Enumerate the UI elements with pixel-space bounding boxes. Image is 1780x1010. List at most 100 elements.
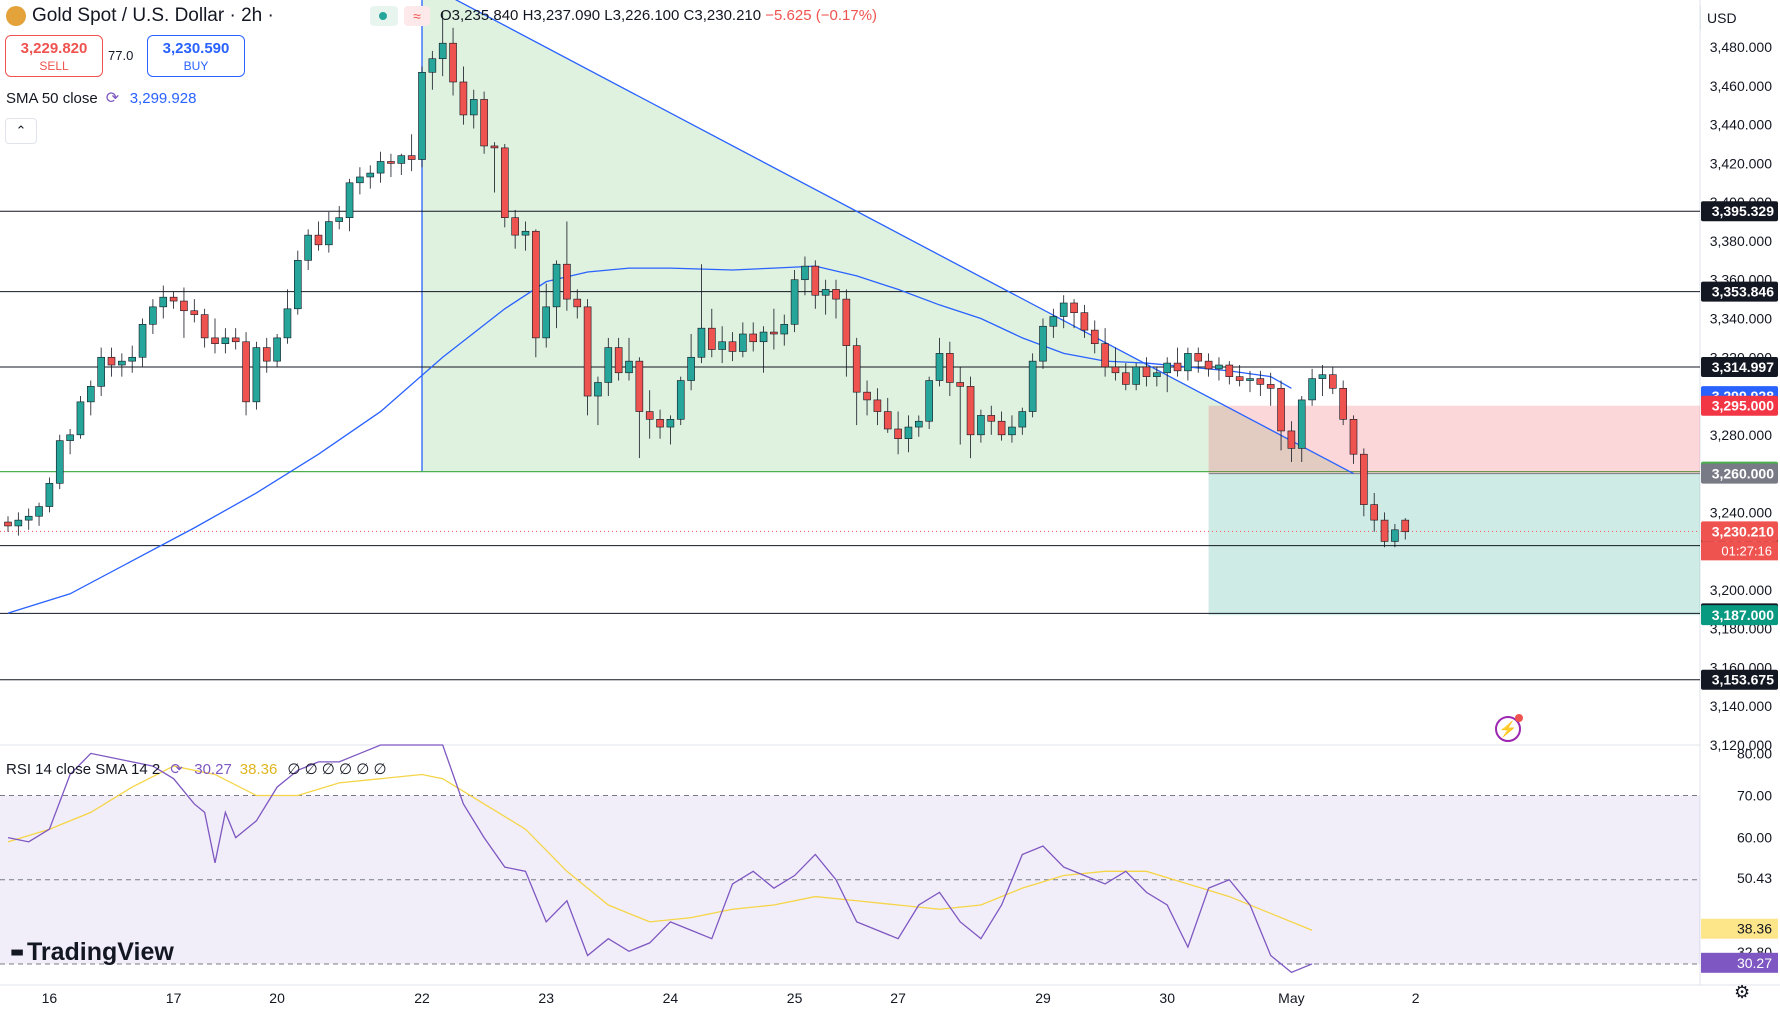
tradingview-logo[interactable]: ▪▪ TradingView bbox=[10, 938, 174, 966]
price-tick-label: 3,380.000 bbox=[1710, 233, 1772, 249]
candle-body bbox=[759, 331, 768, 343]
candle bbox=[428, 50, 437, 90]
candle-body bbox=[407, 155, 416, 160]
candle bbox=[200, 308, 209, 348]
candle-body bbox=[190, 310, 199, 315]
candle bbox=[739, 322, 747, 358]
candle-body bbox=[1401, 519, 1410, 533]
ohlc-readout: ≈ O3,235.840 H3,237.090 L3,226.100 C3,230… bbox=[370, 6, 877, 26]
candle bbox=[1266, 372, 1275, 406]
candle bbox=[1370, 492, 1378, 532]
candle-body bbox=[614, 347, 623, 374]
candle bbox=[35, 502, 43, 526]
candle bbox=[521, 221, 530, 251]
descending-trendline bbox=[454, 0, 1354, 475]
price-badge: 3,230.210 bbox=[1712, 523, 1774, 539]
candle bbox=[780, 314, 789, 346]
sell-button[interactable]: 3,229.820 SELL bbox=[5, 35, 103, 77]
sma-legend[interactable]: SMA 50 close ⟳ 3,299.928 bbox=[6, 90, 197, 108]
currency-selector[interactable]: USD bbox=[1700, 6, 1777, 30]
candle-body bbox=[1287, 430, 1296, 449]
price-tick-label: 3,200.000 bbox=[1710, 582, 1772, 598]
candle-body bbox=[1153, 372, 1161, 377]
candle-body bbox=[459, 81, 468, 116]
candle-body bbox=[231, 337, 240, 343]
candle-body bbox=[1173, 362, 1182, 372]
candle bbox=[604, 337, 613, 397]
candle-body bbox=[449, 42, 457, 83]
candle bbox=[469, 89, 478, 129]
candle bbox=[449, 27, 457, 96]
candle-body bbox=[1204, 360, 1213, 370]
level-badge: 3,153.675 bbox=[1712, 672, 1774, 688]
lightning-alert-icon[interactable]: ⚡ bbox=[1495, 714, 1523, 742]
candle-body bbox=[790, 279, 799, 325]
candle-body bbox=[283, 308, 292, 339]
time-tick-label: 25 bbox=[787, 990, 803, 1006]
candle bbox=[676, 376, 685, 426]
candle-body bbox=[1318, 374, 1327, 379]
candle bbox=[283, 289, 292, 344]
candle bbox=[4, 516, 12, 532]
candle bbox=[387, 153, 395, 177]
settings-gear-icon[interactable]: ⚙ bbox=[1734, 982, 1751, 1002]
candle bbox=[231, 328, 240, 350]
candle-body bbox=[883, 411, 892, 430]
candle-body bbox=[1215, 364, 1223, 370]
rsi-tick-label: 60.00 bbox=[1737, 830, 1772, 846]
candle-body bbox=[552, 263, 561, 308]
candle bbox=[1349, 415, 1358, 464]
candle-body bbox=[925, 380, 933, 422]
candle-body bbox=[573, 298, 582, 308]
wave-icon: ≈ bbox=[404, 6, 430, 26]
candle bbox=[790, 270, 799, 333]
candle-body bbox=[563, 263, 571, 300]
candle bbox=[635, 357, 644, 459]
candle bbox=[325, 211, 333, 253]
candle bbox=[863, 380, 871, 416]
candle-body bbox=[1163, 362, 1171, 374]
candle-body bbox=[1339, 387, 1347, 420]
candle bbox=[14, 512, 23, 536]
candle-body bbox=[97, 356, 105, 387]
candle-body bbox=[780, 324, 789, 335]
candle-body bbox=[211, 337, 219, 344]
candle-body bbox=[728, 341, 737, 352]
candle-body bbox=[1122, 372, 1130, 385]
candle bbox=[1008, 415, 1016, 443]
rsi-legend[interactable]: RSI 14 close SMA 14 2 ⟳ 30.27 38.36 ∅ ∅ ∅ ∅ … bbox=[6, 761, 387, 778]
price-badge-bg bbox=[1701, 605, 1778, 626]
candle-body bbox=[262, 347, 271, 362]
candle-body bbox=[821, 289, 830, 296]
candle-body bbox=[1090, 329, 1099, 344]
candle-body bbox=[1380, 519, 1389, 542]
price-badge: 3,295.000 bbox=[1712, 398, 1774, 414]
buy-button[interactable]: 3,230.590 BUY bbox=[147, 35, 245, 77]
candle-body bbox=[500, 147, 509, 218]
symbol-title[interactable]: Gold Spot / U.S. Dollar · 2h · bbox=[32, 5, 274, 26]
chart-header: Gold Spot / U.S. Dollar · 2h · bbox=[0, 0, 274, 32]
candle-body bbox=[832, 289, 840, 300]
candle bbox=[842, 289, 851, 377]
collapse-legend-button[interactable]: ⌃ bbox=[5, 118, 37, 144]
candle bbox=[1246, 370, 1254, 393]
candle-body bbox=[55, 440, 64, 484]
candle-body bbox=[532, 230, 540, 339]
candle bbox=[1142, 357, 1151, 387]
candle bbox=[852, 337, 861, 426]
candle bbox=[614, 337, 623, 381]
refresh-icon: ⟳ bbox=[170, 761, 183, 778]
candle-body bbox=[739, 333, 747, 352]
candle bbox=[1308, 368, 1316, 406]
candle bbox=[97, 347, 105, 397]
candle bbox=[718, 326, 726, 364]
candle-body bbox=[1008, 426, 1016, 436]
candle-body bbox=[387, 161, 395, 164]
triangle-pattern-zone bbox=[422, 0, 1354, 474]
candle-body bbox=[469, 99, 478, 116]
candle bbox=[345, 178, 354, 232]
price-tick-label: 3,440.000 bbox=[1710, 117, 1772, 133]
candle-body bbox=[345, 182, 354, 218]
candle bbox=[914, 415, 923, 437]
